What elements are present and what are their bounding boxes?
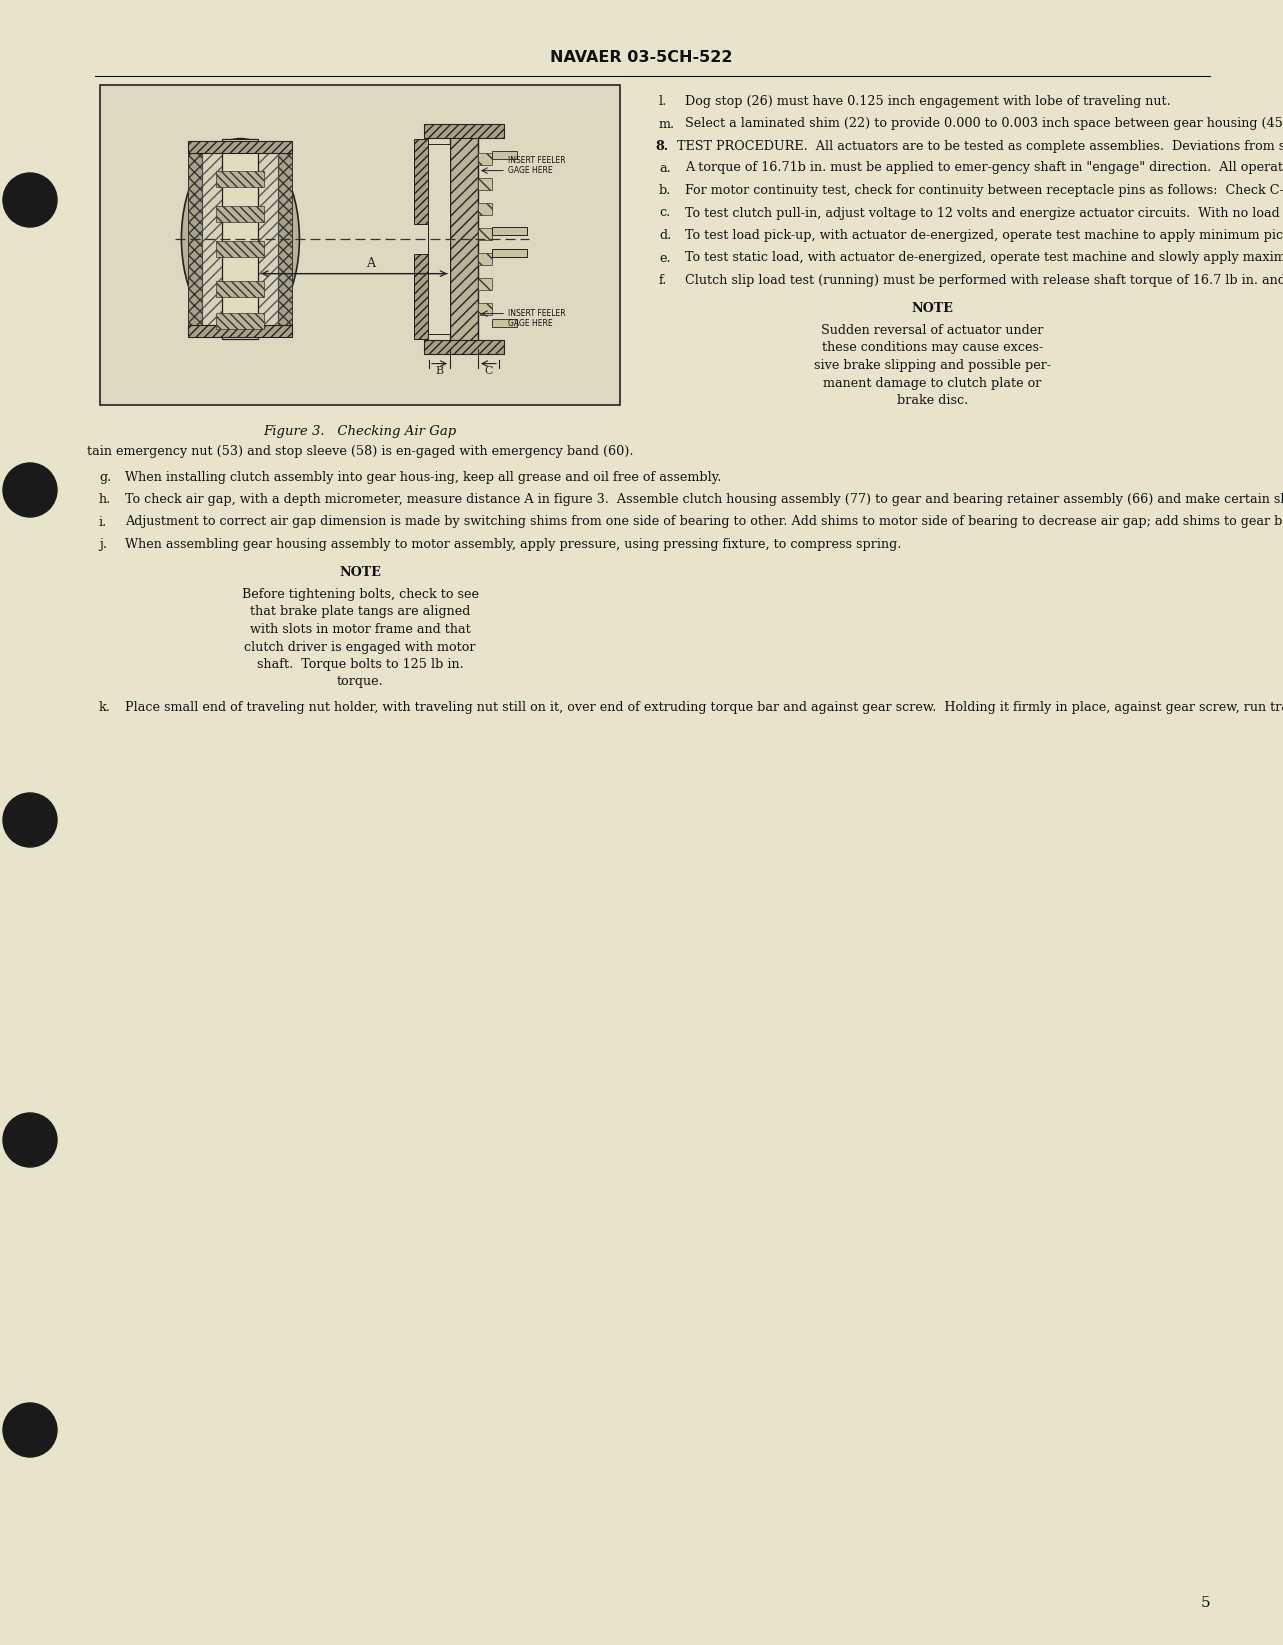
Bar — [450, 133, 479, 344]
Text: b.: b. — [659, 184, 671, 197]
Bar — [217, 171, 264, 186]
Bar — [479, 178, 491, 189]
Bar — [479, 202, 491, 214]
Bar — [217, 313, 264, 329]
Text: Figure 3.   Checking Air Gap: Figure 3. Checking Air Gap — [263, 424, 457, 438]
Bar — [423, 123, 504, 138]
Text: Place small end of traveling nut holder, with traveling nut still on it, over en: Place small end of traveling nut holder,… — [124, 701, 1283, 714]
Bar — [217, 281, 264, 296]
Bar — [217, 206, 264, 222]
Bar — [429, 143, 450, 334]
Bar — [479, 227, 491, 240]
Text: clutch driver is engaged with motor: clutch driver is engaged with motor — [244, 640, 476, 653]
Text: i.: i. — [99, 515, 108, 528]
Text: h.: h. — [99, 494, 112, 507]
Text: l.: l. — [659, 95, 667, 109]
Text: m.: m. — [659, 117, 675, 130]
Text: B: B — [435, 365, 443, 375]
Bar — [479, 278, 491, 290]
Ellipse shape — [181, 138, 299, 339]
Text: brake disc.: brake disc. — [897, 395, 969, 406]
Text: A: A — [366, 257, 375, 270]
Text: j.: j. — [99, 538, 106, 551]
Text: Sudden reversal of actuator under: Sudden reversal of actuator under — [821, 324, 1043, 337]
Bar — [491, 248, 527, 257]
Bar — [217, 240, 264, 257]
Text: c.: c. — [659, 207, 670, 219]
Text: that brake plate tangs are aligned: that brake plate tangs are aligned — [250, 605, 470, 619]
Bar — [479, 253, 491, 265]
Bar — [203, 151, 278, 327]
Text: Adjustment to correct air gap dimension is made by switching shims from one side: Adjustment to correct air gap dimension … — [124, 515, 1283, 528]
Bar — [414, 138, 429, 224]
Text: When assembling gear housing assembly to motor assembly, apply pressure, using p: When assembling gear housing assembly to… — [124, 538, 902, 551]
Text: k.: k. — [99, 701, 110, 714]
Text: shaft.  Torque bolts to 125 lb in.: shaft. Torque bolts to 125 lb in. — [257, 658, 463, 671]
Text: NOTE: NOTE — [911, 303, 953, 316]
Bar — [100, 86, 620, 405]
Text: 5: 5 — [1201, 1596, 1210, 1610]
Text: a.: a. — [659, 161, 671, 174]
Circle shape — [3, 793, 56, 847]
Text: C: C — [485, 365, 493, 375]
Text: sive brake slipping and possible per-: sive brake slipping and possible per- — [813, 359, 1051, 372]
Text: NAVAER 03-5CH-522: NAVAER 03-5CH-522 — [549, 51, 733, 66]
Text: A torque of 16.71b in. must be applied to emer-gency shaft in "engage" direction: A torque of 16.71b in. must be applied t… — [685, 161, 1283, 174]
Text: e.: e. — [659, 252, 671, 265]
Bar — [189, 140, 293, 153]
Circle shape — [3, 173, 56, 227]
Bar — [203, 151, 278, 327]
Text: Dog stop (26) must have 0.125 inch engagement with lobe of traveling nut.: Dog stop (26) must have 0.125 inch engag… — [685, 95, 1171, 109]
Text: d.: d. — [659, 229, 671, 242]
Text: NOTE: NOTE — [339, 566, 381, 579]
Bar — [479, 153, 491, 164]
Bar — [491, 319, 517, 327]
Text: torque.: torque. — [336, 676, 384, 689]
Text: f.: f. — [659, 275, 667, 286]
Circle shape — [3, 1403, 56, 1457]
Text: Before tightening bolts, check to see: Before tightening bolts, check to see — [241, 587, 479, 600]
Text: Select a laminated shim (22) to provide 0.000 to 0.003 inch space between gear h: Select a laminated shim (22) to provide … — [685, 117, 1283, 130]
Text: these conditions may cause exces-: these conditions may cause exces- — [822, 342, 1043, 355]
Text: When installing clutch assembly into gear hous-ing, keep all grease and oil free: When installing clutch assembly into gea… — [124, 470, 721, 484]
Bar — [491, 151, 517, 158]
Text: To test load pick-up, with actuator de-energized, operate test machine to apply : To test load pick-up, with actuator de-e… — [685, 229, 1283, 242]
Circle shape — [3, 462, 56, 517]
Text: with slots in motor frame and that: with slots in motor frame and that — [250, 623, 471, 637]
Bar — [414, 253, 429, 339]
Text: For motor continuity test, check for continuity between receptacle pins as follo: For motor continuity test, check for con… — [685, 184, 1283, 197]
Text: To test static load, with actuator de-energized, operate test machine and slowly: To test static load, with actuator de-en… — [685, 252, 1283, 265]
Text: TEST PROCEDURE.  All actuators are to be tested as complete assemblies.  Deviati: TEST PROCEDURE. All actuators are to be … — [677, 140, 1283, 153]
Bar — [491, 227, 527, 235]
Text: Clutch slip load test (running) must be performed with release shaft torque of 1: Clutch slip load test (running) must be … — [685, 275, 1283, 286]
Bar — [479, 303, 491, 314]
Bar — [222, 138, 258, 339]
Text: manent damage to clutch plate or: manent damage to clutch plate or — [824, 377, 1042, 390]
Bar — [189, 324, 293, 337]
Text: INSERT FEELER
GAGE HERE: INSERT FEELER GAGE HERE — [508, 309, 566, 329]
Text: INSERT FEELER
GAGE HERE: INSERT FEELER GAGE HERE — [508, 156, 566, 176]
Bar — [423, 339, 504, 354]
Text: g.: g. — [99, 470, 112, 484]
Bar — [189, 151, 293, 327]
Text: 8.: 8. — [656, 140, 668, 153]
Text: To check air gap, with a depth micrometer, measure distance A in figure 3.  Asse: To check air gap, with a depth micromete… — [124, 494, 1283, 507]
Text: tain emergency nut (53) and stop sleeve (58) is en-gaged with emergency band (60: tain emergency nut (53) and stop sleeve … — [87, 446, 634, 457]
Text: To test clutch pull-in, adjust voltage to 12 volts and energize actuator circuit: To test clutch pull-in, adjust voltage t… — [685, 207, 1283, 219]
Circle shape — [3, 1114, 56, 1166]
